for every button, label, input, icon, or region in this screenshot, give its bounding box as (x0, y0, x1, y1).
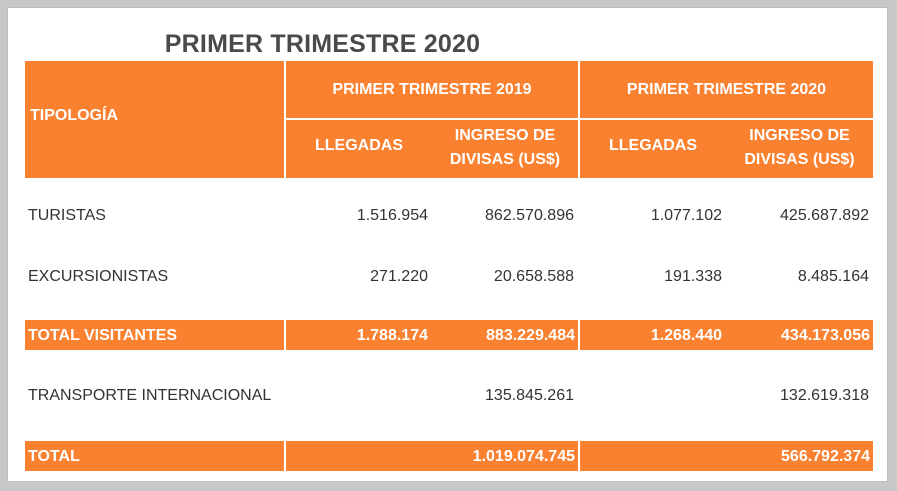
header-period-2019: PRIMER TRIMESTRE 2019 (332, 81, 532, 98)
cell-total-ingreso-2020: 566.792.374 (781, 448, 870, 465)
header-ingreso-line1: INGRESO DE (749, 127, 850, 144)
page-title: PRIMER TRIMESTRE 2020 (164, 30, 481, 58)
header-ingreso-line1: INGRESO DE (454, 127, 556, 144)
cell-turistas-ingreso-2019: 862.570.896 (485, 207, 574, 224)
header-ingreso-line2: DIVISAS (US$) (449, 151, 561, 168)
header-ingreso-line2: DIVISAS (US$) (744, 151, 855, 168)
cell-transporte-ingreso-2019: 135.845.261 (485, 387, 574, 404)
cell-excursionistas-llegadas-2020: 191.338 (664, 268, 722, 285)
row-label-excursionistas: EXCURSIONISTAS (28, 268, 169, 285)
row-divider (284, 320, 286, 350)
total-visitantes-row (25, 320, 873, 350)
header-ingreso-2020: INGRESO DE DIVISAS (US$) (726, 124, 873, 172)
cell-total-visitantes-llegadas-2019: 1.788.174 (356, 327, 428, 344)
cell-excursionistas-llegadas-2019: 271.220 (370, 268, 428, 285)
row-label-total-visitantes: TOTAL VISITANTES (28, 327, 178, 344)
header-llegadas-2019: LLEGADAS (315, 137, 403, 154)
row-divider (284, 441, 286, 471)
cell-total-visitantes-ingreso-2019: 883.229.484 (486, 327, 575, 344)
total-row (25, 441, 873, 471)
cell-turistas-ingreso-2020: 425.687.892 (780, 207, 869, 224)
cell-turistas-llegadas-2019: 1.516.954 (356, 207, 428, 224)
header-divider (284, 61, 286, 178)
row-divider (578, 320, 580, 350)
header-tipologia: TIPOLOGÍA (30, 107, 118, 124)
header-divider (286, 118, 873, 120)
cell-excursionistas-ingreso-2019: 20.658.588 (493, 268, 574, 285)
header-llegadas-2020: LLEGADAS (609, 137, 697, 154)
row-divider (578, 441, 580, 471)
cell-total-visitantes-ingreso-2020: 434.173.056 (781, 327, 870, 344)
header-period-2020: PRIMER TRIMESTRE 2020 (626, 81, 827, 98)
cell-total-visitantes-llegadas-2020: 1.268.440 (650, 327, 722, 344)
cell-excursionistas-ingreso-2020: 8.485.164 (797, 268, 869, 285)
row-label-transporte: TRANSPORTE INTERNACIONAL (28, 387, 272, 404)
cell-turistas-llegadas-2020: 1.077.102 (650, 207, 722, 224)
cell-transporte-ingreso-2020: 132.619.318 (780, 387, 869, 404)
row-label-turistas: TURISTAS (28, 207, 106, 224)
cell-total-ingreso-2019: 1.019.074.745 (472, 448, 575, 465)
report-frame: PRIMER TRIMESTRE 2020 TIPOLOGÍA PRIMER T… (8, 8, 887, 481)
header-ingreso-2019: INGRESO DE DIVISAS (US$) (432, 124, 578, 172)
row-label-total: TOTAL (28, 448, 80, 465)
